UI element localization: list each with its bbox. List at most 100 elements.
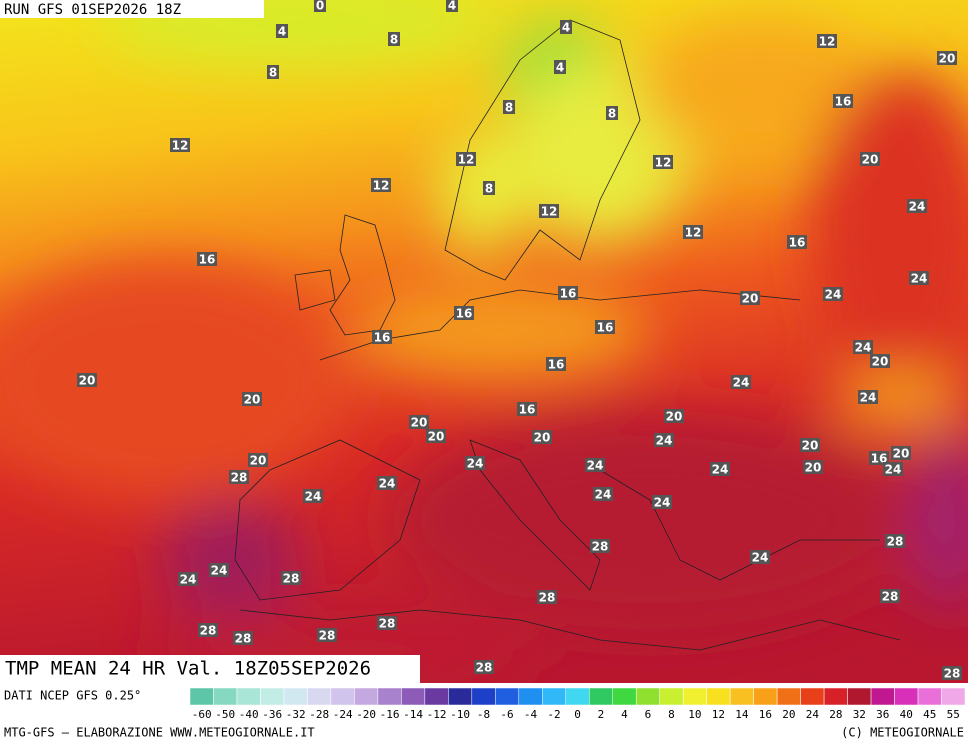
contour-label-box	[823, 287, 843, 301]
copyright: (C) METEOGIORNALE	[841, 726, 964, 740]
colorbar-swatch	[260, 687, 285, 706]
contour-label-box	[664, 409, 684, 423]
colorbar-label: 8	[668, 708, 675, 721]
contour-label-box	[652, 495, 672, 509]
header-box	[0, 0, 264, 18]
colorbar-swatch	[424, 687, 449, 706]
colorbar-label: 32	[853, 708, 866, 721]
contour-label: 12	[458, 153, 475, 167]
contour-label: 20	[939, 52, 956, 66]
contour-label: 24	[379, 477, 396, 491]
contour-label-box	[907, 199, 927, 213]
contour-label-box	[654, 433, 674, 447]
contour-label: 16	[519, 403, 536, 417]
contour-label-box	[546, 357, 566, 371]
contour-label-box	[800, 438, 820, 452]
contour-label-box	[454, 306, 474, 320]
map-title: TMP MEAN 24 HR Val. 18Z05SEP2026	[5, 658, 371, 680]
contour-label-box	[817, 34, 837, 48]
contour-label: 8	[608, 107, 616, 121]
contour-label: 24	[860, 391, 877, 405]
contour-label-box	[937, 51, 957, 65]
contour-label: 4	[562, 21, 570, 35]
colorbar-swatch	[729, 687, 754, 706]
colorbar-label: -28	[309, 708, 329, 721]
contour-label: 24	[909, 200, 926, 214]
contour-label-box	[377, 476, 397, 490]
colorbar-label: -14	[403, 708, 423, 721]
colorbar-swatch	[471, 687, 496, 706]
colorbar-swatch	[213, 687, 238, 706]
contour-label-box	[267, 65, 279, 79]
contour-label: 24	[654, 496, 671, 510]
contour-labels: 0 4 4 8 8 4 4 12 20 16 8 8 12 12 12 20 12 8 12 12 16 24 16 24 16…	[77, 0, 962, 681]
contour-label-box	[653, 155, 673, 169]
contour-label: 28	[231, 471, 248, 485]
contour-label: 20	[534, 431, 551, 445]
contour-label-box	[503, 100, 515, 114]
contour-label-box	[606, 106, 618, 120]
contour-label-box	[585, 458, 605, 472]
contour-label-box	[248, 453, 268, 467]
contour-label: 24	[712, 463, 729, 477]
contour-label-box	[539, 204, 559, 218]
colorbar-label: 24	[806, 708, 820, 721]
contour-label: 24	[467, 457, 484, 471]
contour-label: 24	[752, 551, 769, 565]
contour-label: 4	[556, 61, 564, 75]
contour-label: 12	[172, 139, 189, 153]
contour-label-box	[178, 572, 198, 586]
colorbar-label: 10	[688, 708, 701, 721]
colorbar: -60 -50 -40 -36 -32 -28 -24 -20 -16 -14 -12 -10 -8 -6…	[189, 687, 966, 721]
colorbar-label: 55	[947, 708, 960, 721]
contour-label: 20	[893, 447, 910, 461]
contour-label: 12	[541, 205, 558, 219]
contour-label: 8	[390, 33, 398, 47]
contour-label-box	[909, 271, 929, 285]
colorbar-label: 4	[621, 708, 628, 721]
colorbar-label: -6	[500, 708, 513, 721]
contour-label-box	[710, 462, 730, 476]
colorbar-swatch	[330, 687, 355, 706]
contour-label-box	[446, 0, 458, 12]
contour-label-box	[891, 446, 911, 460]
title-box	[0, 655, 420, 683]
colorbar-label: -50	[215, 708, 235, 721]
contour-label-box	[229, 470, 249, 484]
contour-label: 4	[448, 0, 456, 13]
contour-label-box	[303, 489, 323, 503]
contour-label: 28	[539, 591, 556, 605]
colorbar-swatch	[894, 687, 919, 706]
contour-label-box	[683, 225, 703, 239]
colorbar-label: 40	[900, 708, 913, 721]
coastlines	[234, 19, 901, 651]
contour-label-box	[532, 430, 552, 444]
contour-label: 20	[862, 153, 879, 167]
colorbar-swatch	[495, 687, 520, 706]
contour-label: 20	[428, 430, 445, 444]
contour-label: 20	[411, 416, 428, 430]
colorbar-swatch	[588, 687, 613, 706]
contour-label: 20	[802, 439, 819, 453]
contour-label-box	[276, 24, 288, 38]
source: DATI NCEP GFS 0.25°	[4, 689, 141, 703]
contour-label-box	[803, 460, 823, 474]
colorbar-swatch	[682, 687, 707, 706]
contour-label-box	[880, 589, 900, 603]
contour-label: 28	[235, 632, 252, 646]
colorbar-label: -40	[239, 708, 259, 721]
contour-label: 24	[855, 341, 872, 355]
contour-label: 24	[911, 272, 928, 286]
contour-label: 16	[456, 307, 473, 321]
contour-label: 16	[560, 287, 577, 301]
contour-label: 12	[655, 156, 672, 170]
contour-label-box	[209, 563, 229, 577]
contour-label: 28	[283, 572, 300, 586]
contour-label: 28	[379, 617, 396, 631]
colorbar-swatch	[823, 687, 848, 706]
colorbar-swatch	[565, 687, 590, 706]
colorbar-label: 36	[876, 708, 889, 721]
contour-label: 12	[373, 179, 390, 193]
contour-label-box	[869, 451, 889, 465]
colorbar-label: 6	[645, 708, 652, 721]
